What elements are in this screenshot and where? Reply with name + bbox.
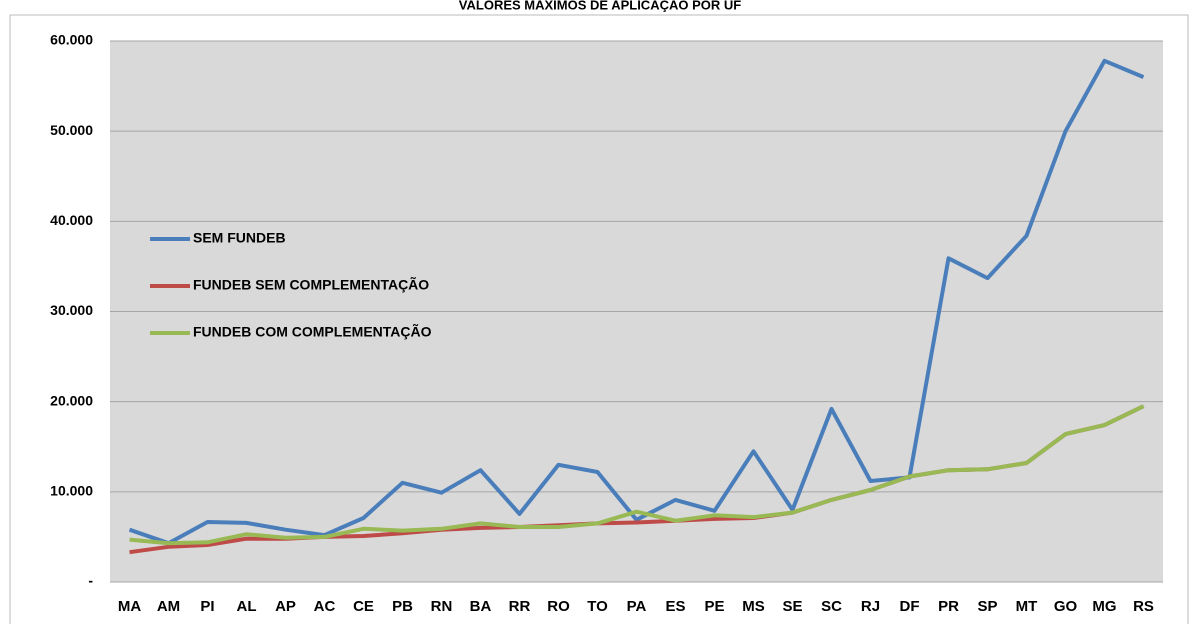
x-tick-label: RN [431,598,453,615]
y-tick-label: 30.000 [50,302,93,318]
series-line [129,404,1145,546]
x-tick-label: RS [1133,598,1154,615]
y-tick-label: 40.000 [50,212,93,228]
x-tick-label: AC [314,598,336,615]
x-tick-label: MS [742,598,765,615]
x-tick-label: AL [237,598,257,615]
x-tick-label: GO [1054,598,1078,615]
y-tick-label: 20.000 [50,392,93,408]
legend-label: FUNDEB SEM COMPLEMENTAÇÃO [193,276,429,293]
x-tick-label: DF [900,598,920,615]
chart-title: VALORES MÁXIMOS DE APLICAÇÃO POR UF [459,0,741,12]
x-tick-label: TO [587,598,608,615]
x-tick-label: PI [200,598,214,615]
legend-label: FUNDEB COM COMPLEMENTAÇÃO [193,323,432,340]
x-tick-label: SC [821,598,842,615]
x-tick-label: AP [275,598,296,615]
x-tick-label: SE [782,598,802,615]
chart-frame [9,14,1189,624]
x-tick-label: PA [627,598,647,615]
x-tick-label: MT [1016,598,1038,615]
x-tick-label: ES [665,598,685,615]
x-tick-label: MA [118,598,141,615]
y-tick-label: 50.000 [50,122,93,138]
x-tick-label: PB [392,598,413,615]
x-tick-label: BA [470,598,492,615]
x-tick-label: SP [977,598,997,615]
x-tick-label: RR [509,598,531,615]
legend-label: SEM FUNDEB [193,230,286,246]
x-tick-label: AM [157,598,180,615]
x-tick-label: MG [1092,598,1116,615]
y-tick-label: 10.000 [50,483,93,499]
series-line [128,58,1145,546]
y-tick-label: 60.000 [50,32,93,48]
x-tick-label: PR [938,598,959,615]
x-tick-label: RJ [861,598,880,615]
x-tick-label: CE [353,598,374,615]
x-tick-label: RO [547,598,570,615]
x-tick-label: PE [704,598,724,615]
y-tick-label: - [88,573,93,589]
